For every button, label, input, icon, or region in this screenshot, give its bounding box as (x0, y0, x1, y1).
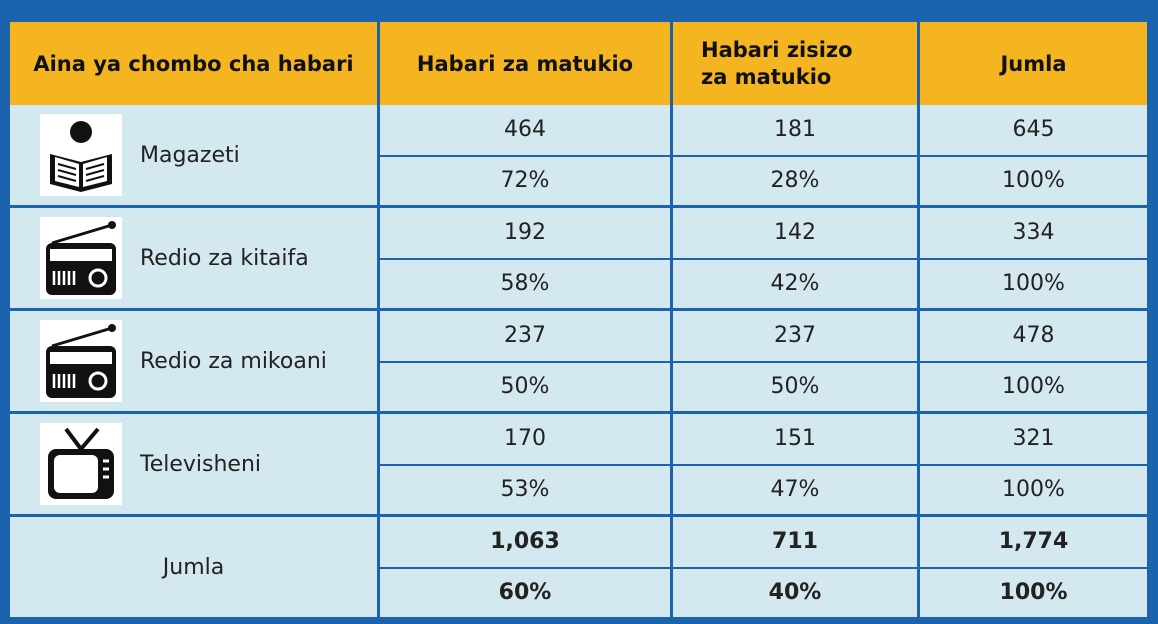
row-label: Magazeti (140, 142, 240, 168)
row-label-cell: Magazeti (10, 105, 380, 208)
count-cell: 192 (380, 208, 673, 260)
media-icon (40, 114, 122, 196)
percent-cell: 53% (380, 465, 673, 517)
media-icon (40, 423, 122, 505)
count-cell: 237 (380, 311, 673, 363)
count-cell: 170 (380, 414, 673, 466)
count-cell: 711 (673, 517, 920, 569)
row-label-cell: Televisheni (10, 414, 380, 517)
row-label: Jumla (162, 554, 225, 580)
count-cell: 645 (920, 105, 1150, 157)
count-cell: 464 (380, 105, 673, 157)
count-cell: 1,063 (380, 517, 673, 569)
media-icon (40, 217, 122, 299)
row-label-cell: Redio za mikoani (10, 311, 380, 414)
percent-cell: 42% (673, 259, 920, 311)
count-cell: 478 (920, 311, 1150, 363)
count-cell: 142 (673, 208, 920, 260)
percent-cell: 100% (920, 465, 1150, 517)
header-cell: Habari zisizo za matukio (673, 22, 920, 105)
row-label: Televisheni (140, 451, 262, 477)
percent-cell: 100% (920, 156, 1150, 208)
row-label: Redio za mikoani (140, 348, 327, 374)
media-icon (40, 320, 122, 402)
count-cell: 237 (673, 311, 920, 363)
count-cell: 321 (920, 414, 1150, 466)
percent-cell: 58% (380, 259, 673, 311)
percent-cell: 72% (380, 156, 673, 208)
row-label-cell: Jumla (10, 517, 380, 620)
percent-cell: 47% (673, 465, 920, 517)
percent-cell: 60% (380, 568, 673, 620)
percent-cell: 100% (920, 568, 1150, 620)
count-cell: 151 (673, 414, 920, 466)
header-cell: Habari za matukio (380, 22, 673, 105)
count-cell: 181 (673, 105, 920, 157)
header-cell: Aina ya chombo cha habari (10, 22, 380, 105)
percent-cell: 100% (920, 362, 1150, 414)
percent-cell: 28% (673, 156, 920, 208)
percent-cell: 100% (920, 259, 1150, 311)
row-label-cell: Redio za kitaifa (10, 208, 380, 311)
count-cell: 1,774 (920, 517, 1150, 569)
percent-cell: 50% (673, 362, 920, 414)
percent-cell: 50% (380, 362, 673, 414)
header-cell: Jumla (920, 22, 1150, 105)
row-label: Redio za kitaifa (140, 245, 309, 271)
count-cell: 334 (920, 208, 1150, 260)
percent-cell: 40% (673, 568, 920, 620)
